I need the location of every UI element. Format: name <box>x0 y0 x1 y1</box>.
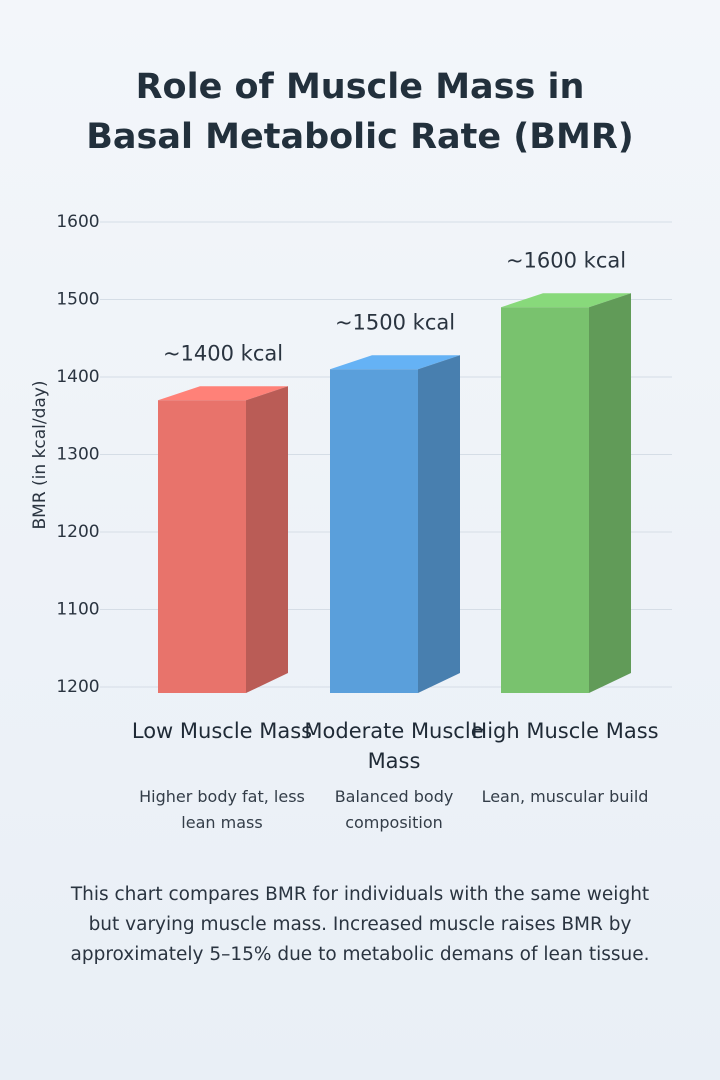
y-tick-label: 1100 <box>56 600 99 620</box>
bar-top <box>158 386 288 401</box>
category-note: Lean, muscular build <box>481 787 649 806</box>
bar-side <box>246 386 288 693</box>
y-tick-label: 1600 <box>56 212 99 232</box>
y-tick-label: 1400 <box>56 367 99 387</box>
data-annotation: ~1500 kcal <box>335 310 455 334</box>
y-tick-label: 1200 <box>56 522 99 542</box>
data-annotation: ~1600 kcal <box>506 248 626 272</box>
bar <box>158 400 246 693</box>
bar-side <box>418 355 460 693</box>
category-note: Balanced body composition <box>334 787 454 832</box>
caption: This chart compares BMR for individuals … <box>70 884 650 965</box>
y-tick-label: 1300 <box>56 445 99 465</box>
y-tick-label: 1500 <box>56 290 99 310</box>
bar <box>501 307 589 693</box>
bar-top <box>501 293 631 308</box>
bar <box>330 369 418 693</box>
y-axis-label: BMR (in kcal/day) <box>30 380 50 529</box>
category-note: Higher body fat, less lean mass <box>139 787 305 832</box>
y-tick-label: 1200 <box>56 677 99 697</box>
x-tick-label: High Muscle Mass <box>471 719 659 743</box>
bar-side <box>589 293 631 693</box>
chart-title: Role of Muscle Mass in Basal Metabolic R… <box>86 67 634 157</box>
bar-top <box>330 355 460 370</box>
x-tick-label: Moderate Muscle Mass <box>304 719 484 773</box>
x-tick-label: Low Muscle Mass <box>131 719 313 743</box>
data-annotation: ~1400 kcal <box>163 341 283 365</box>
